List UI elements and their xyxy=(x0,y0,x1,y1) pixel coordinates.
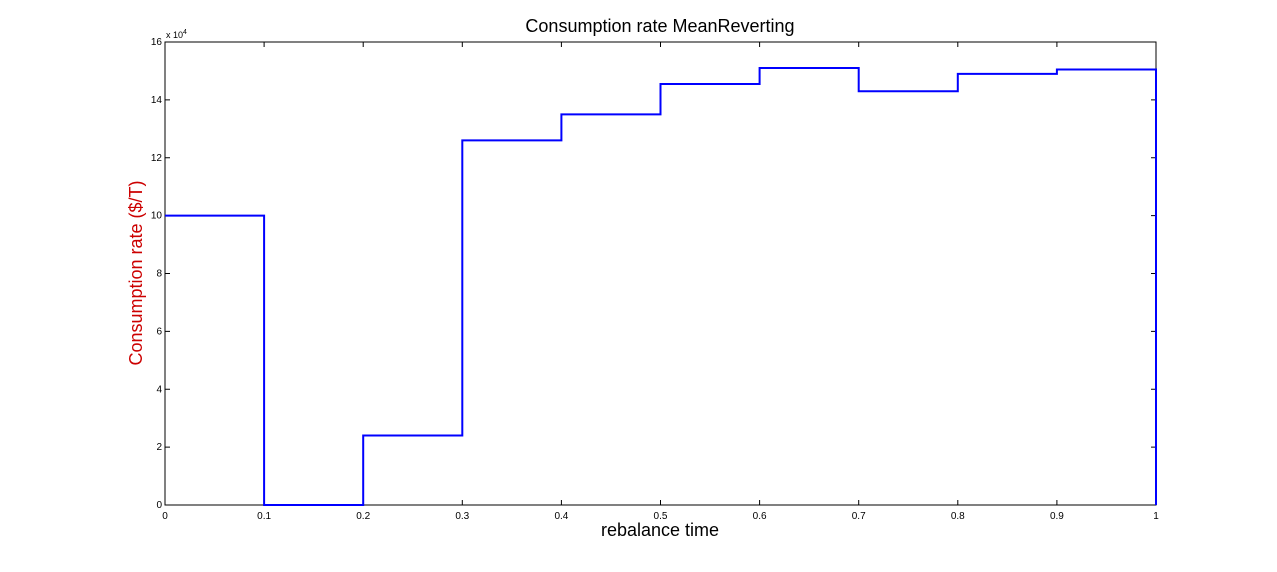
x-tick-label: 0.3 xyxy=(455,511,469,522)
y-axis-exponent: x 104 xyxy=(166,29,187,40)
chart-title: Consumption rate MeanReverting xyxy=(525,16,794,36)
x-tick-label: 0.4 xyxy=(554,511,568,522)
y-axis-label: Consumption rate ($/T) xyxy=(126,180,146,365)
x-tick-label: 0.7 xyxy=(852,511,866,522)
x-tick-label: 0 xyxy=(162,511,168,522)
x-tick-label: 1 xyxy=(1153,511,1159,522)
x-tick-label: 0.2 xyxy=(356,511,370,522)
y-tick-label: 16 xyxy=(151,37,163,48)
x-tick-label: 0.6 xyxy=(753,511,767,522)
y-tick-label: 6 xyxy=(156,326,162,337)
y-tick-label: 12 xyxy=(151,153,163,164)
x-tick-label: 0.5 xyxy=(654,511,668,522)
x-tick-label: 0.8 xyxy=(951,511,965,522)
y-tick-label: 10 xyxy=(151,211,163,222)
series-line xyxy=(165,67,1157,506)
plot-area: 0 0.1 0.2 0.3 0.4 0.5 0.6 0.7 0.8 0.9 102468101214… xyxy=(151,37,1159,522)
y-axis-exponent-power: 4 xyxy=(183,29,187,36)
y-tick-label: 8 xyxy=(156,269,162,280)
x-tick-label: 0.1 xyxy=(257,511,271,522)
axes-box xyxy=(164,41,1157,506)
x-tick-label: 0.9 xyxy=(1050,511,1064,522)
y-axis-exponent-base: x 10 xyxy=(166,30,183,40)
y-tick-label: 4 xyxy=(156,384,162,395)
y-tick-label: 2 xyxy=(156,442,162,453)
y-tick-label: 14 xyxy=(151,95,163,106)
y-tick-label: 0 xyxy=(156,500,162,511)
x-axis-label: rebalance time xyxy=(601,520,719,540)
